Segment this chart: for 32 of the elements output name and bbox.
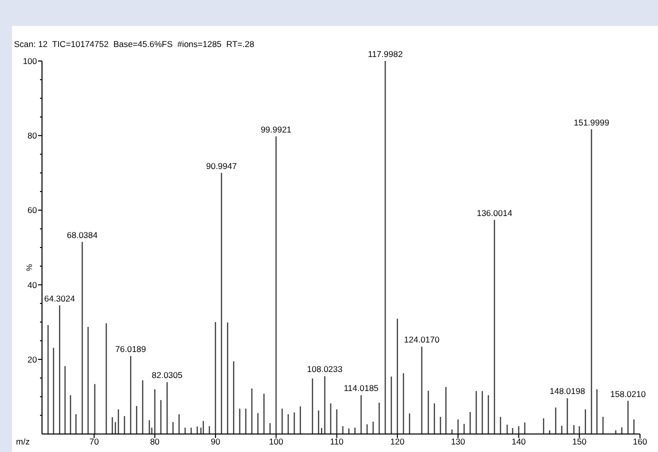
y-tick-label: 40 [28, 280, 38, 290]
y-tick-label: 20 [28, 354, 38, 364]
annotation: 68.0384 [66, 230, 98, 240]
annotation: 136.0014 [476, 208, 512, 218]
x-tick-label: 140 [512, 436, 526, 446]
y-axis-title: % [25, 264, 34, 272]
chart-title: Scan: 12 TIC=10174752 Base=45.6%FS #ions=1285 RT=.28 [14, 39, 254, 49]
annotation: 151.9999 [574, 117, 610, 128]
x-tick-label: 120 [390, 436, 405, 446]
x-tick-label: 100 [269, 436, 284, 446]
x-axis-title: m/z [16, 436, 30, 446]
y-tick-label: 60 [28, 205, 38, 216]
x-tick-label: 150 [572, 436, 587, 446]
annotation: 124.0170 [404, 334, 440, 345]
y-tick-label: 100 [22, 56, 38, 66]
x-tick-label: 90 [210, 436, 220, 446]
annotation: 76.0189 [115, 344, 146, 354]
annotation: 64.3024 [44, 293, 76, 304]
annotation: 108.0233 [307, 364, 343, 374]
x-tick-label: 80 [150, 436, 160, 446]
annotation: 99.9921 [260, 124, 292, 134]
x-tick-label: 160 [632, 436, 648, 446]
y-tick-label: 80 [28, 130, 38, 141]
annotation: 148.0198 [550, 386, 586, 396]
annotation: 158.0210 [610, 388, 646, 399]
x-tick-label: 110 [330, 436, 344, 446]
annotation: 117.9982 [368, 49, 403, 59]
annotation: 82.0305 [152, 370, 183, 380]
x-tick-label: 130 [450, 436, 466, 446]
x-tick-label: 70 [89, 436, 100, 446]
annotation: 90.9947 [206, 160, 238, 171]
annotation: 114.0185 [344, 383, 379, 394]
